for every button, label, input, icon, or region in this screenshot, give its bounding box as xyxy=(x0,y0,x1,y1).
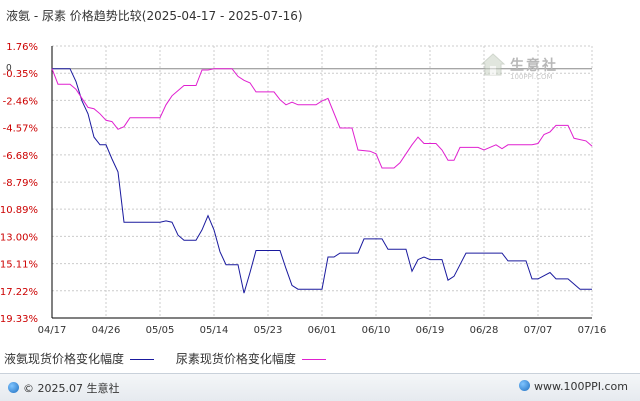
legend-swatch-series1 xyxy=(130,359,155,360)
zero-label: 0 xyxy=(6,64,12,74)
x-tick-label: 04/17 xyxy=(38,325,67,336)
footer-url-text[interactable]: www.100PPI.com xyxy=(534,380,628,393)
y-tick-label: -2.46% xyxy=(3,96,38,107)
series-line-2 xyxy=(51,68,593,169)
x-tick-label: 05/05 xyxy=(146,325,175,336)
footer-bar: © 2025.07 生意社 www.100PPI.com xyxy=(0,373,640,401)
watermark-logo-icon xyxy=(480,53,506,76)
footer-copyright-text: © 2025.07 生意社 xyxy=(23,382,120,395)
series-line-1 xyxy=(52,68,592,294)
y-tick-label: -19.33% xyxy=(0,314,38,325)
chart-legend: 液氨现货价格变化幅度 尿素现货价格变化幅度 xyxy=(4,350,344,367)
x-tick-label: 04/26 xyxy=(92,325,121,336)
y-tick-label: -0.35% xyxy=(3,69,38,80)
y-tick-label: -17.22% xyxy=(0,287,38,298)
y-tick-label: -8.79% xyxy=(3,178,38,189)
x-tick-label: 06/28 xyxy=(470,325,499,336)
globe-icon xyxy=(519,380,531,391)
x-tick-label: 07/07 xyxy=(524,325,553,336)
y-tick-label: -4.57% xyxy=(3,124,38,135)
legend-label-series1: 液氨现货价格变化幅度 xyxy=(4,352,125,366)
x-tick-label: 06/19 xyxy=(416,325,445,336)
legend-swatch-series2 xyxy=(301,359,326,360)
x-tick-label: 05/14 xyxy=(200,325,229,336)
y-tick-label: -10.89% xyxy=(0,205,38,216)
y-tick-label: -13.00% xyxy=(0,232,38,243)
globe-icon xyxy=(8,382,19,393)
legend-item-series1: 液氨现货价格变化幅度 xyxy=(4,350,155,367)
x-tick-label: 06/10 xyxy=(362,325,391,336)
y-tick-label: -15.11% xyxy=(0,260,38,271)
chart-title: 液氨 - 尿素 价格趋势比较(2025-04-17 - 2025-07-16) xyxy=(6,9,303,23)
x-tick-label: 05/23 xyxy=(254,325,283,336)
legend-label-series2: 尿素现货价格变化幅度 xyxy=(175,352,296,366)
y-tick-label: -6.68% xyxy=(3,151,38,162)
watermark-name: 生意社 xyxy=(510,58,558,74)
x-tick-label: 06/01 xyxy=(308,325,337,336)
y-tick-label: 1.76% xyxy=(6,42,38,53)
x-tick-label: 07/16 xyxy=(578,325,607,336)
watermark-url: 100PPI.COM xyxy=(510,73,553,81)
footer-copyright: © 2025.07 生意社 xyxy=(8,380,119,396)
footer-url: www.100PPI.com xyxy=(519,380,628,393)
legend-item-series2: 尿素现货价格变化幅度 xyxy=(176,350,326,367)
